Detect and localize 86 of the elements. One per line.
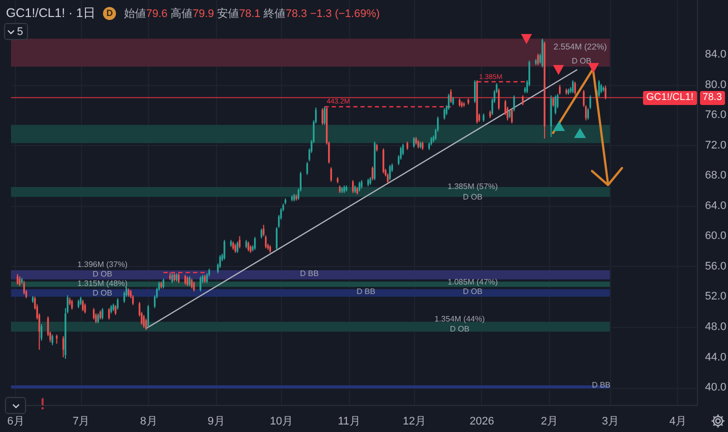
- candlestick: [254, 236, 256, 250]
- candlestick: [71, 299, 73, 310]
- ref-line-label: GC1!/CL1! 78.3: [645, 90, 723, 105]
- candlestick: [52, 334, 54, 346]
- annotation: D OB: [572, 56, 592, 66]
- candlestick: [236, 240, 238, 254]
- candlestick: [147, 304, 150, 328]
- annotation: D BB: [356, 287, 376, 296]
- y-tick-label: 52.0: [705, 290, 726, 303]
- candlestick: [513, 94, 515, 112]
- candlestick: [322, 108, 324, 126]
- candlestick: [16, 274, 18, 286]
- candlestick: [450, 88, 452, 104]
- annotation: D OB: [462, 192, 482, 202]
- candlestick: [114, 304, 116, 316]
- candlestick: [145, 318, 147, 331]
- annotation: 1.354M (44%): [434, 314, 486, 324]
- candlestick: [23, 280, 25, 295]
- candlestick: [372, 166, 374, 181]
- candlestick: [574, 81, 576, 96]
- x-tick-label: 12月: [402, 416, 426, 428]
- annotation: 1.085M (47%): [448, 277, 498, 286]
- candlestick: [358, 181, 360, 192]
- annotation: D OB: [462, 287, 482, 296]
- candlestick: [200, 276, 202, 292]
- candlestick: [382, 148, 384, 174]
- x-tick-label: 8月: [140, 416, 158, 428]
- candlestick: [206, 272, 208, 284]
- y-tick-label: 84.0: [705, 48, 726, 61]
- candlestick: [102, 308, 104, 320]
- band-label: 2.554M (22%): [554, 42, 608, 52]
- y-tick-label: 40.0: [705, 382, 726, 394]
- candlestick: [40, 324, 42, 342]
- candlestick: [238, 236, 241, 249]
- x-tick-label: 9月: [208, 416, 225, 428]
- x-tick-label: 2月: [540, 416, 558, 428]
- y-tick-label: 60.0: [705, 230, 726, 242]
- candlestick: [188, 276, 190, 287]
- y-tick-label: 48.0: [705, 321, 726, 334]
- annotation: 1.385M (57%): [448, 182, 498, 191]
- candlestick: [224, 239, 226, 260]
- annotation: 1.396M (37%): [77, 260, 128, 269]
- candlestick: [193, 281, 195, 292]
- candlestick: [554, 94, 556, 115]
- x-tick-label: 7月: [72, 416, 90, 428]
- annotation: D OB: [450, 324, 470, 334]
- candlestick: [248, 240, 250, 252]
- x-tick-label: 11月: [338, 416, 360, 428]
- y-tick-label: 80.0: [705, 78, 726, 91]
- candlestick: [604, 85, 606, 100]
- annotation: 1.315M (48%): [77, 278, 128, 288]
- y-tick-label: 72.0: [705, 139, 726, 152]
- annotation: D BB: [300, 269, 319, 278]
- candlestick: [162, 278, 164, 289]
- candlestick: [186, 276, 188, 287]
- candlestick: [598, 80, 600, 98]
- x-tick-label: 2026: [470, 416, 494, 428]
- candlestick: [306, 162, 308, 176]
- candlestick: [537, 53, 539, 66]
- y-tick-label: 76.0: [705, 109, 726, 122]
- candlestick: [402, 143, 404, 156]
- candlestick: [352, 180, 354, 194]
- annotation: D OB: [92, 269, 112, 278]
- candlestick: [498, 88, 500, 110]
- candlestick: [389, 164, 391, 181]
- y-tick-label: 44.0: [705, 351, 726, 364]
- candlestick: [142, 314, 145, 328]
- collapse-button[interactable]: [5, 397, 26, 414]
- candlestick: [84, 303, 86, 314]
- annotation: D BB: [592, 380, 611, 390]
- y-tick-label: 68.0: [705, 170, 726, 182]
- x-tick-label: 3月: [602, 416, 619, 428]
- x-tick-label: 10月: [270, 416, 294, 428]
- x-tick-label: 4月: [669, 416, 686, 428]
- y-tick-label: 64.0: [705, 200, 726, 212]
- text: 始値79.6 高値79.9 安値78.1 終値78.3 −1.3 (−1.69%): [124, 8, 380, 20]
- candlestick: [260, 228, 262, 239]
- chart-title: GC1!/CL1! · 1日: [6, 5, 96, 22]
- collapse-button[interactable]: 5: [4, 23, 28, 40]
- candlestick: [56, 334, 58, 344]
- annotation: 5: [17, 26, 24, 38]
- y-tick-label: 56.0: [705, 260, 726, 272]
- x-tick-label: 6月: [7, 416, 24, 428]
- annotation: D OB: [92, 288, 112, 298]
- candlestick: [190, 278, 193, 289]
- candlestick: [108, 308, 110, 320]
